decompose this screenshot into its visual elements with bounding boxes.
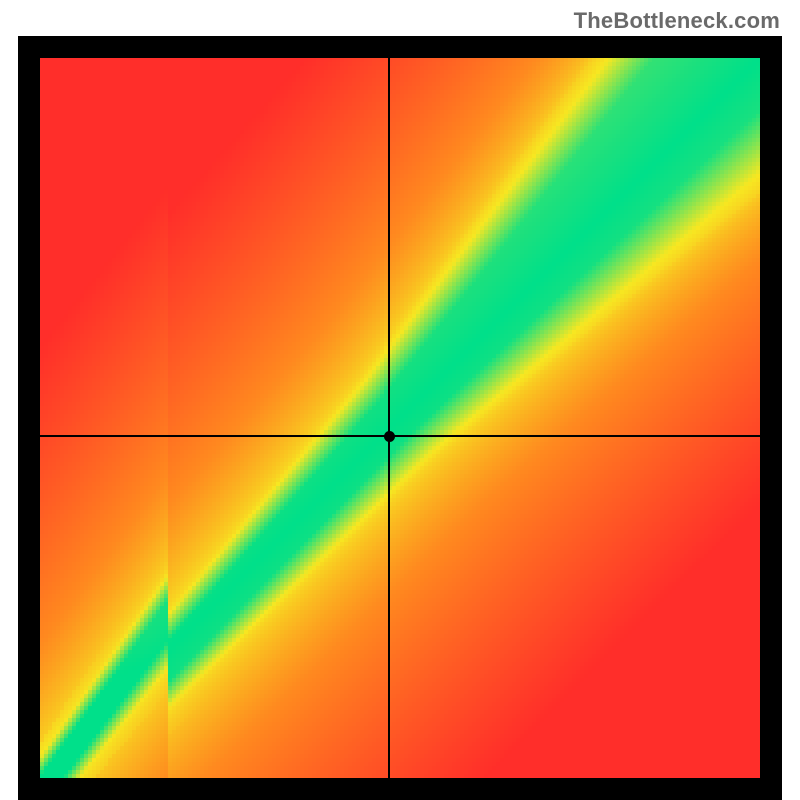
watermark-text: TheBottleneck.com: [574, 8, 780, 34]
chart-container: TheBottleneck.com: [0, 0, 800, 800]
plot-frame: [18, 36, 782, 800]
heatmap-canvas: [40, 58, 760, 778]
crosshair-vertical: [388, 58, 390, 778]
crosshair-horizontal: [40, 435, 760, 437]
crosshair-dot: [384, 431, 395, 442]
plot-inner: [40, 58, 760, 778]
